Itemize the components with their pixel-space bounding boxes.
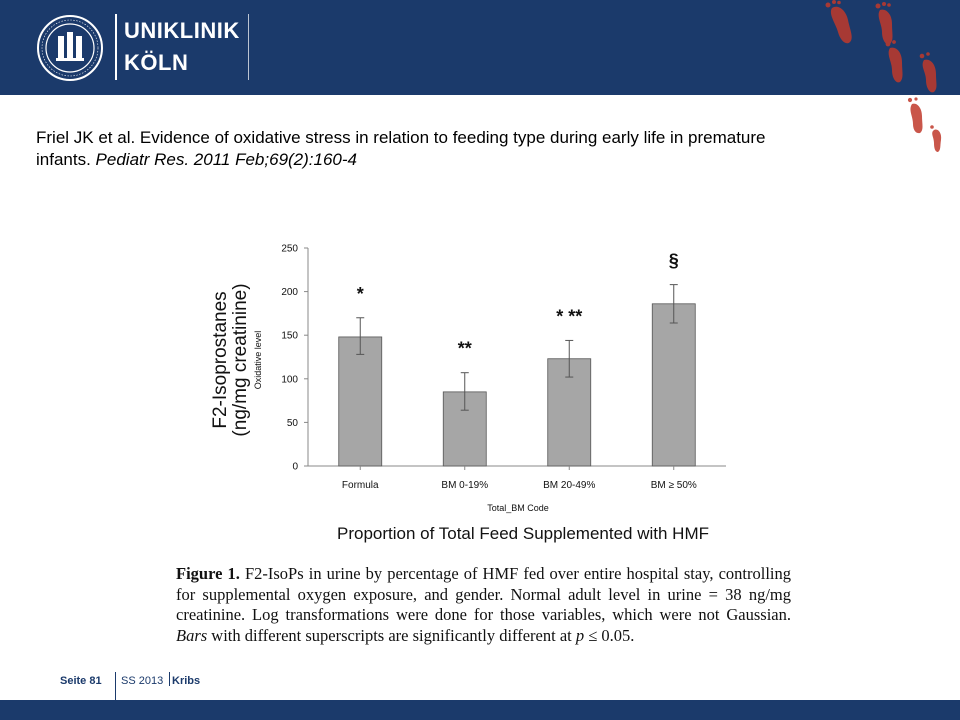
footer-page-number: Seite 81 <box>60 675 102 687</box>
logo-text-line2: KÖLN <box>124 50 189 75</box>
chart-ylabel-inner: Oxidative level <box>253 331 263 390</box>
footer-separator-small <box>169 672 170 686</box>
caption-text-c: ≤ 0.05. <box>588 625 635 645</box>
footprints-icon <box>825 0 942 152</box>
y-tick-label: 250 <box>281 244 298 255</box>
caption-label: Figure 1. <box>176 564 240 583</box>
x-tick-label: BM ≥ 50% <box>651 480 697 491</box>
y-tick-label: 150 <box>281 331 298 342</box>
footer-bar <box>0 700 960 720</box>
x-tick-label: BM 20-49% <box>543 480 595 491</box>
footer-term: SS 2013 <box>121 675 164 687</box>
bar-chart: F2-Isoprostanes (ng/mg creatinine) Oxida… <box>210 244 726 543</box>
footer-separator <box>115 672 116 720</box>
caption-text-a: F2-IsoPs in urine by percentage of HMF f… <box>176 564 791 624</box>
x-tick-label: BM 0-19% <box>441 480 488 491</box>
significance-label: § <box>669 251 679 271</box>
citation: Friel JK et al. Evidence of oxidative st… <box>36 127 796 171</box>
header-bar: UNIKLINIK KÖLN <box>0 0 960 95</box>
citation-text: Friel JK et al. Evidence of oxidative st… <box>36 128 766 169</box>
footer-author: Kribs <box>172 675 201 687</box>
chart-ylabel-main-line1: F2-Isoprostanes <box>210 291 231 428</box>
footer: Seite 81 SS 2013 Kribs <box>0 672 400 720</box>
caption-text-b: with different superscripts are signific… <box>211 625 572 645</box>
significance-label: * ** <box>556 306 582 326</box>
y-tick-label: 200 <box>281 287 298 298</box>
chart-xlabel-main: Proportion of Total Feed Supplemented wi… <box>337 524 709 543</box>
significance-label: * <box>357 284 364 304</box>
caption-p-symbol: p <box>575 625 585 645</box>
university-seal-icon <box>37 15 103 81</box>
y-tick-label: 100 <box>281 374 298 385</box>
bar <box>338 336 383 467</box>
chart-xlabel-inner: Total_BM Code <box>487 503 549 513</box>
logo-text-line1: UNIKLINIK <box>124 18 240 43</box>
x-tick-label: Formula <box>342 480 379 491</box>
caption-bars-word: Bars <box>176 625 208 645</box>
citation-journal: Pediatr Res. 2011 Feb;69(2):160-4 <box>95 150 357 169</box>
figure-caption: Figure 1. F2-IsoPs in urine by percentag… <box>176 564 791 646</box>
y-tick-label: 0 <box>292 462 298 473</box>
significance-label: ** <box>458 339 472 359</box>
chart-ylabel-main-line2: (ng/mg creatinine) <box>230 283 251 436</box>
logo-divider-right <box>248 14 249 80</box>
y-tick-label: 50 <box>287 418 299 429</box>
bar <box>651 303 696 467</box>
logo-divider <box>115 14 117 80</box>
